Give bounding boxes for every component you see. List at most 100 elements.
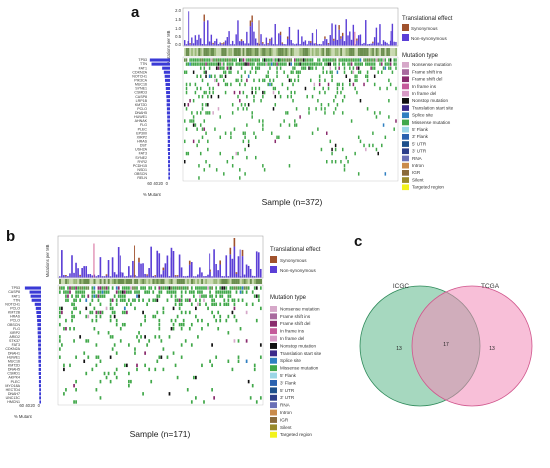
panel-b-oncoplot-matrix bbox=[59, 286, 262, 404]
mutation-cell bbox=[384, 58, 387, 62]
tmb-bar-synonymous bbox=[286, 36, 289, 39]
panel-b-oncoplot-frame bbox=[57, 284, 264, 406]
mutation-cell bbox=[294, 62, 296, 66]
mutation-cell bbox=[178, 322, 181, 327]
tmb-bar bbox=[174, 276, 177, 278]
tmb-bar bbox=[210, 34, 213, 46]
annotation-cell bbox=[205, 48, 208, 56]
mutation-cell bbox=[215, 318, 218, 323]
mutation-cell bbox=[219, 74, 222, 79]
mutation-cell bbox=[117, 286, 120, 290]
annotation-cell bbox=[189, 48, 192, 56]
mutation-cell bbox=[224, 58, 227, 62]
mutation-cell bbox=[85, 314, 88, 319]
mutation-type-swatch bbox=[270, 320, 277, 327]
annotation-cell bbox=[197, 279, 200, 284]
annotation-cell bbox=[196, 48, 199, 56]
mutation-cell bbox=[105, 290, 108, 294]
mutation-cell bbox=[219, 290, 222, 294]
mutation-cell bbox=[253, 367, 256, 372]
mutation-cell bbox=[142, 298, 144, 302]
mutation-cell bbox=[239, 62, 241, 66]
mutation-cell bbox=[123, 298, 126, 302]
mutation-cell bbox=[345, 155, 348, 160]
gene-label: OBSCN bbox=[7, 323, 20, 327]
mutation-cell bbox=[130, 290, 132, 294]
mutation-cell bbox=[349, 66, 351, 70]
gene-frequency-bar bbox=[38, 363, 41, 367]
mutation-cell bbox=[146, 302, 149, 307]
mutation-cell bbox=[180, 343, 183, 347]
gene-label: XIRP2 bbox=[10, 331, 20, 335]
mutation-cell bbox=[363, 58, 365, 62]
mutation-cell bbox=[221, 290, 224, 294]
mutation-cell bbox=[192, 62, 195, 66]
gene-frequency-bar bbox=[30, 294, 41, 298]
mutation-cell bbox=[239, 168, 241, 172]
mutation-cell bbox=[154, 335, 157, 339]
tmb-bar bbox=[338, 29, 340, 46]
mutation-cell bbox=[267, 74, 269, 79]
annotation-cell bbox=[93, 279, 96, 284]
mutation-cell bbox=[99, 359, 102, 363]
tmb-bar bbox=[372, 43, 374, 46]
gene-label: SYNE1 bbox=[135, 87, 147, 91]
annotation-cell bbox=[178, 279, 181, 284]
tmb-bar bbox=[253, 276, 256, 278]
mutation-cell bbox=[85, 306, 88, 311]
mutation-cell bbox=[247, 286, 250, 290]
tmb-bar bbox=[205, 276, 207, 278]
mutation-cell bbox=[215, 168, 218, 172]
tmb-bar bbox=[288, 26, 291, 46]
tmb-bar bbox=[115, 274, 118, 278]
mutation-cell bbox=[255, 318, 258, 323]
mutation-cell bbox=[269, 82, 271, 87]
mutation-cell bbox=[217, 82, 220, 87]
mutation-cell bbox=[231, 58, 234, 62]
annotation-cell bbox=[199, 48, 202, 56]
tmb-bar bbox=[318, 43, 321, 46]
mutation-cell bbox=[343, 62, 346, 66]
mutation-cell bbox=[172, 290, 175, 294]
mutation-cell bbox=[326, 131, 328, 135]
mutation-cell bbox=[338, 62, 340, 66]
mutation-cell bbox=[340, 159, 342, 164]
mutation-cell bbox=[186, 286, 189, 290]
mutation-cell bbox=[356, 66, 358, 70]
mutation-cell bbox=[235, 286, 238, 290]
annotation-cell bbox=[221, 279, 224, 284]
mutation-cell bbox=[379, 62, 381, 66]
annotation-cell bbox=[152, 279, 155, 284]
annotation-cell bbox=[128, 279, 131, 284]
mutation-cell bbox=[189, 119, 191, 123]
mutation-cell bbox=[251, 58, 253, 62]
panel-b-mutation-title: Mutation type bbox=[270, 295, 307, 301]
mutation-cell bbox=[235, 318, 238, 323]
tmb-bar bbox=[333, 40, 335, 46]
mutation-cell bbox=[214, 74, 216, 79]
tmb-bar-synonymous bbox=[372, 41, 374, 44]
mutation-cell bbox=[255, 86, 257, 91]
mutation-type-label: 5' Flank bbox=[280, 373, 297, 378]
annotation-cell bbox=[258, 48, 261, 56]
gene-label: PCLO bbox=[137, 107, 147, 111]
gene-frequency-bar bbox=[167, 147, 170, 152]
tmb-bar bbox=[326, 39, 328, 46]
mutation-cell bbox=[195, 298, 197, 302]
mutation-cell bbox=[381, 62, 383, 66]
tmb-bar bbox=[356, 40, 358, 46]
mutation-cell bbox=[215, 355, 218, 359]
mutation-cell bbox=[381, 143, 383, 148]
mutation-cell bbox=[73, 327, 75, 331]
mutation-cell bbox=[59, 347, 61, 351]
tmb-bar bbox=[214, 40, 216, 46]
mutation-cell bbox=[270, 58, 273, 62]
mutation-cell bbox=[128, 286, 130, 290]
panel-a-mutation-title: Mutation type bbox=[402, 53, 439, 59]
mutation-cell bbox=[59, 310, 61, 315]
mutation-type-label: In frame ins bbox=[412, 84, 437, 89]
mutation-cell bbox=[301, 58, 303, 62]
mutation-cell bbox=[304, 66, 307, 70]
mutation-cell bbox=[75, 400, 77, 404]
mutation-cell bbox=[158, 335, 161, 339]
